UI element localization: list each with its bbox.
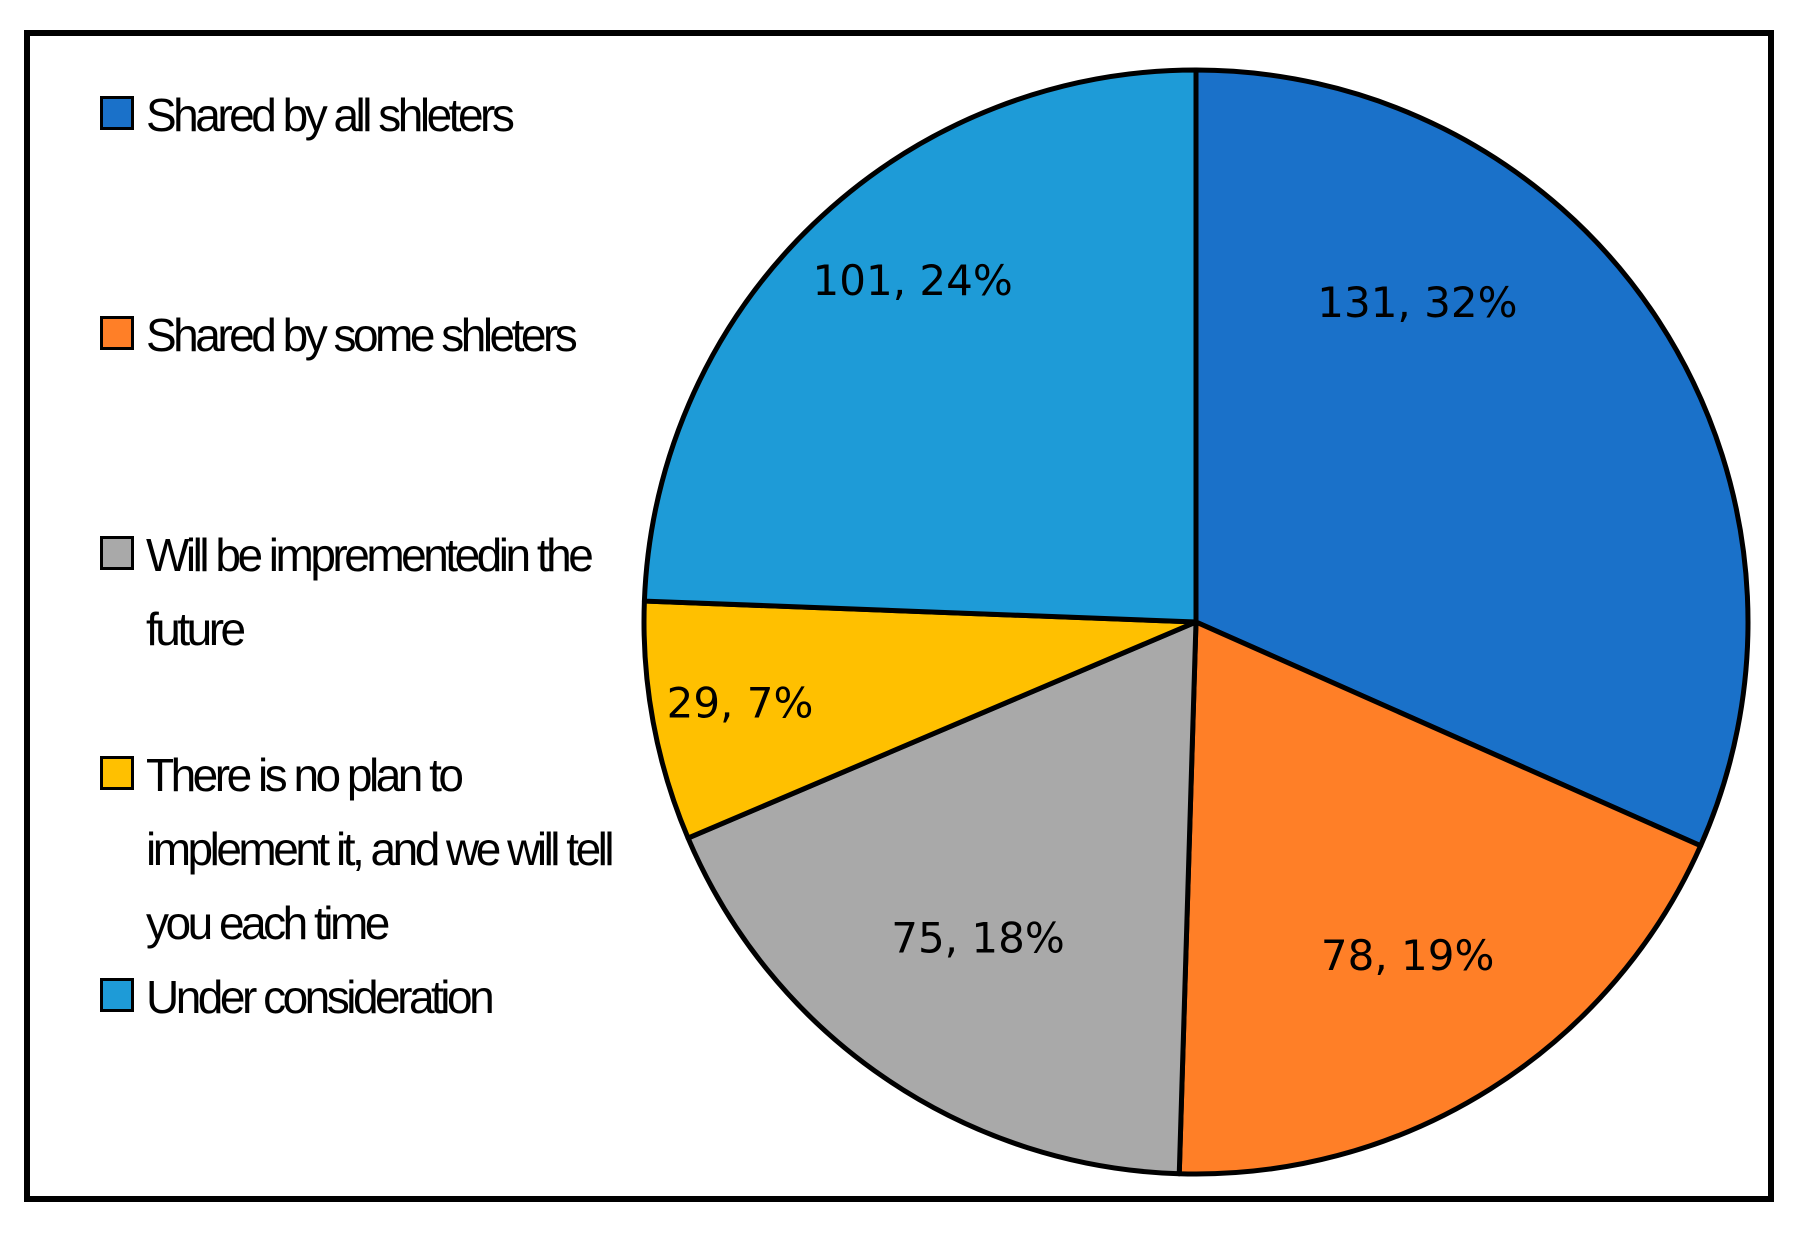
pie-slices <box>641 67 1751 1177</box>
legend-swatch <box>100 96 134 130</box>
data-label-under-consideration: 101, 24% <box>813 256 1013 305</box>
legend-label: Will be imprementedin the future <box>146 529 594 655</box>
legend-swatch <box>100 756 134 790</box>
legend-item-shared-by-all: Shared by all shleters <box>100 78 646 152</box>
legend-label: There is no plan to implement it, and we… <box>146 749 615 949</box>
pie-data-labels: 131, 32% 78, 19% 75, 18% 29, 7% 101, 24% <box>667 256 1518 980</box>
data-label-no-plan: 29, 7% <box>667 678 814 727</box>
data-label-future: 75, 18% <box>891 914 1065 963</box>
legend-item-shared-by-some: Shared by some shleters <box>100 298 646 372</box>
legend-item-under-consideration: Under consideration <box>100 960 646 1034</box>
pie-slice-shared-by-all <box>1193 67 1751 849</box>
data-label-shared-by-all: 131, 32% <box>1317 278 1517 327</box>
legend-swatch <box>100 978 134 1012</box>
pie-slice-future <box>685 619 1199 1177</box>
pie-slice-no-plan <box>641 598 1199 841</box>
legend-swatch <box>100 536 134 570</box>
legend-label: Shared by some shleters <box>146 309 578 361</box>
legend-label: Under consideration <box>146 971 495 1023</box>
legend-item-future: Will be imprementedin the future <box>100 518 596 666</box>
pie-slice-shared-by-some <box>1176 619 1704 1177</box>
legend-label: Shared by all shleters <box>146 89 515 141</box>
legend-swatch <box>100 316 134 350</box>
data-label-shared-by-some: 78, 19% <box>1321 931 1495 980</box>
legend-item-no-plan: There is no plan to implement it, and we… <box>100 738 616 960</box>
pie-slice-under-consideration <box>641 67 1199 625</box>
